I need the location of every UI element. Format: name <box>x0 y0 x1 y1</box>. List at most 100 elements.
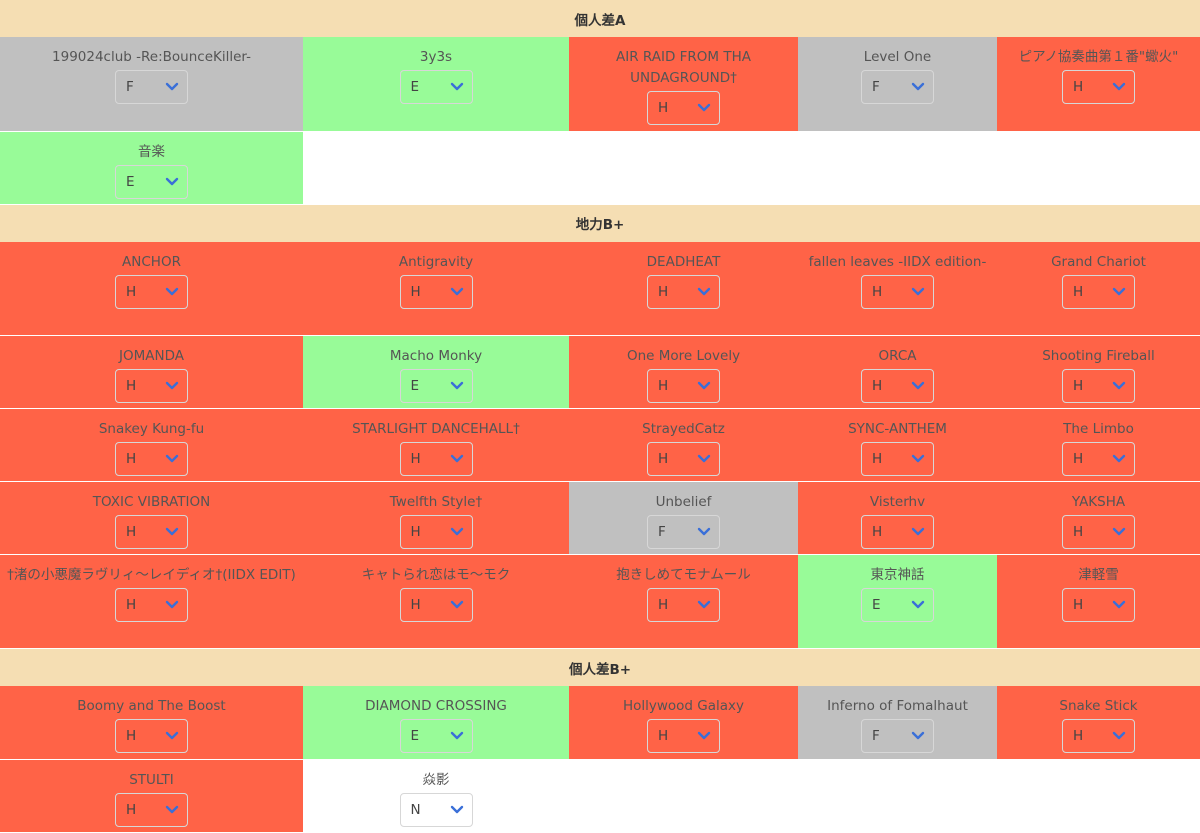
song-cell: ANCHOR H <box>0 241 303 336</box>
chevron-down-icon <box>450 805 463 813</box>
section-header: 個人差B+ <box>0 648 1200 686</box>
song-title: Grand Chariot <box>1051 253 1146 270</box>
lamp-select[interactable]: H <box>647 91 720 125</box>
lamp-value: H <box>126 597 137 613</box>
lamp-select[interactable]: H <box>1062 274 1135 309</box>
song-title: 199024club -Re:BounceKiller- <box>52 49 251 65</box>
lamp-select[interactable]: H <box>647 274 720 309</box>
song-title: ANCHOR <box>122 253 181 270</box>
song-cell: 199024club -Re:BounceKiller- F <box>0 37 303 132</box>
lamp-value: H <box>1073 524 1084 540</box>
lamp-select[interactable]: H <box>115 588 188 622</box>
lamp-select[interactable]: H <box>1062 70 1135 104</box>
section-header-row: 地力B+ <box>0 204 1200 242</box>
song-title: JOMANDA <box>119 348 184 364</box>
chevron-down-icon <box>911 82 925 91</box>
lamp-select[interactable]: E <box>399 70 473 104</box>
song-title: YAKSHA <box>1071 494 1126 510</box>
empty-cell <box>798 131 997 205</box>
lamp-select[interactable]: H <box>1062 588 1135 622</box>
lamp-select[interactable]: E <box>399 719 473 753</box>
lamp-value: H <box>1073 79 1084 95</box>
lamp-select[interactable]: E <box>399 369 473 403</box>
lamp-select[interactable]: H <box>647 588 720 622</box>
lamp-select[interactable]: F <box>861 70 934 104</box>
lamp-select[interactable]: E <box>861 588 934 622</box>
lamp-select[interactable]: F <box>115 70 188 104</box>
chevron-down-icon <box>165 381 179 390</box>
lamp-select[interactable]: H <box>647 442 720 476</box>
lamp-select[interactable]: H <box>115 792 188 827</box>
lamp-value: E <box>410 378 420 394</box>
lamp-select[interactable]: H <box>1062 442 1135 476</box>
empty-cell <box>997 131 1200 205</box>
chevron-down-icon <box>697 731 711 740</box>
lamp-select[interactable]: H <box>399 274 473 309</box>
lamp-select[interactable]: H <box>399 588 473 622</box>
lamp-value: H <box>658 597 669 613</box>
lamp-select[interactable]: H <box>399 442 473 476</box>
song-row: Boomy and The Boost H DIAMOND CROSSING E… <box>0 686 1200 760</box>
lamp-select[interactable]: H <box>861 442 934 476</box>
song-cell: The Limbo H <box>997 408 1200 482</box>
lamp-value: H <box>410 451 421 467</box>
lamp-value: H <box>126 451 137 467</box>
lamp-select[interactable]: H <box>115 719 188 753</box>
song-title: Hollywood Galaxy <box>622 698 745 714</box>
lamp-select[interactable]: H <box>115 515 188 549</box>
lamp-select[interactable]: F <box>861 719 934 753</box>
song-title: One More Lovely <box>626 348 741 364</box>
section-header-row: 個人差A <box>0 0 1200 37</box>
section-header: 個人差A <box>0 0 1200 37</box>
lamp-select[interactable]: H <box>1062 369 1135 403</box>
song-title: DIAMOND CROSSING <box>365 698 507 714</box>
lamp-select[interactable]: H <box>115 369 188 403</box>
chevron-down-icon <box>450 287 463 295</box>
song-title: STARLIGHT DANCEHALL† <box>352 421 520 437</box>
song-title: 焱影 <box>422 771 450 788</box>
lamp-select[interactable]: H <box>647 719 720 753</box>
song-cell: 津軽雪 H <box>997 554 1200 649</box>
song-title: Twelfth Style† <box>389 494 483 510</box>
song-title: Level One <box>863 49 932 65</box>
song-title: Macho Monky <box>389 348 483 364</box>
lamp-select[interactable]: H <box>861 274 934 309</box>
lamp-value: E <box>872 597 881 613</box>
lamp-select[interactable]: H <box>1062 719 1135 753</box>
lamp-select[interactable]: E <box>115 164 188 199</box>
song-cell: STARLIGHT DANCEHALL† H <box>303 408 569 482</box>
chevron-down-icon <box>165 177 179 185</box>
chevron-down-icon <box>1112 82 1126 91</box>
lamp-select[interactable]: H <box>115 442 188 476</box>
lamp-value: H <box>126 378 137 394</box>
song-cell: Inferno of Fomalhaut F <box>798 686 997 760</box>
lamp-select[interactable]: F <box>647 515 720 549</box>
lamp-value: H <box>658 100 669 116</box>
lamp-select[interactable]: H <box>399 515 473 549</box>
lamp-select[interactable]: H <box>861 369 934 403</box>
song-title: 東京神話 <box>870 567 925 583</box>
chevron-down-icon <box>697 527 711 536</box>
lamp-select[interactable]: H <box>647 369 720 403</box>
song-title: Unbelief <box>655 494 712 510</box>
lamp-value: H <box>1073 597 1084 613</box>
lamp-select[interactable]: H <box>861 515 934 549</box>
lamp-value: E <box>126 173 135 190</box>
lamp-select[interactable]: H <box>115 274 188 309</box>
song-cell: 抱きしめてモナムール H <box>569 554 798 649</box>
chevron-down-icon <box>911 381 925 390</box>
lamp-select[interactable]: N <box>399 792 473 827</box>
song-title: SYNC-ANTHEM <box>848 421 947 437</box>
song-title: 抱きしめてモナムール <box>616 567 751 583</box>
song-cell: Twelfth Style† H <box>303 481 569 555</box>
song-cell: Snakey Kung-fu H <box>0 408 303 482</box>
chevron-down-icon <box>165 600 179 609</box>
song-cell: Hollywood Galaxy H <box>569 686 798 760</box>
song-cell: AIR RAID FROM THA UNDAGROUND† H <box>569 37 798 132</box>
song-cell: Snake Stick H <box>997 686 1200 760</box>
chevron-down-icon <box>165 731 179 740</box>
chevron-down-icon <box>1112 381 1126 390</box>
section-header-row: 個人差B+ <box>0 648 1200 686</box>
lamp-value: H <box>872 524 883 540</box>
lamp-select[interactable]: H <box>1062 515 1135 549</box>
